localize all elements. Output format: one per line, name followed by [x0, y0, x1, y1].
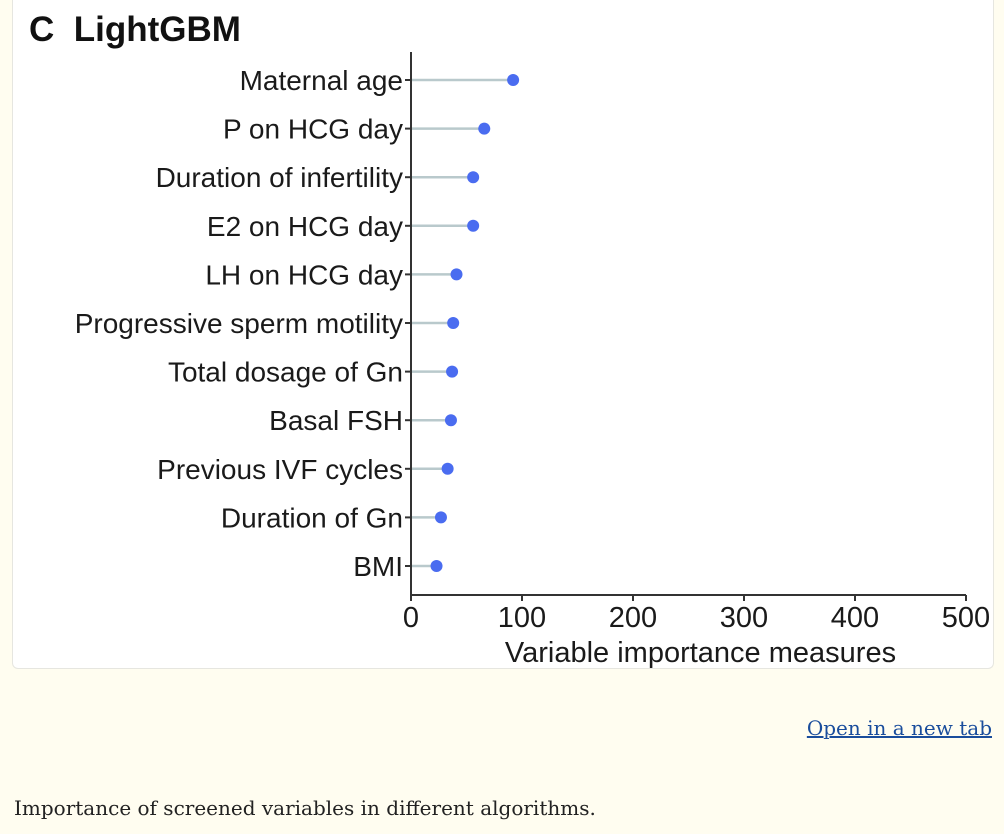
- lollipop-point: [446, 365, 459, 378]
- figure-card: C LightGBM 0 100 200 300 400 500 Variable impo…: [12, 0, 994, 669]
- category-label: Basal FSH: [269, 405, 403, 436]
- lollipop-point: [450, 268, 463, 281]
- lollipop-point: [434, 511, 447, 524]
- x-tick-label: 300: [720, 602, 768, 634]
- lollipop-point: [444, 414, 457, 427]
- x-tick-label: 100: [498, 602, 546, 634]
- category-label: Total dosage of Gn: [168, 357, 403, 388]
- category-label: BMI: [353, 551, 403, 582]
- category-label: P on HCG day: [223, 114, 403, 145]
- lollipop-point: [467, 219, 480, 232]
- lollipop-point: [507, 74, 520, 86]
- x-tick-label: 0: [403, 602, 419, 634]
- lollipop-point: [467, 171, 480, 184]
- x-axis-title: Variable importance measures: [505, 637, 896, 668]
- open-in-new-tab-link[interactable]: Open in a new tab: [806, 716, 992, 740]
- figure-caption: Importance of screened variables in diff…: [14, 796, 596, 820]
- category-label: Maternal age: [240, 65, 403, 96]
- category-label: Duration of Gn: [221, 502, 403, 533]
- x-tick-label: 500: [942, 602, 990, 634]
- lollipop-point: [441, 462, 454, 475]
- category-label: LH on HCG day: [205, 259, 403, 290]
- lollipop-point: [447, 317, 460, 329]
- category-label: Duration of infertility: [156, 162, 403, 193]
- category-label: E2 on HCG day: [207, 211, 403, 242]
- x-tick-label: 200: [609, 602, 657, 634]
- lollipop-point: [478, 122, 491, 135]
- category-label: Progressive sperm motility: [75, 308, 403, 339]
- category-label: Previous IVF cycles: [157, 454, 403, 485]
- panel-title: C LightGBM: [29, 10, 241, 49]
- lollipop-chart: 0 100 200 300 400 500 Variable importance meas…: [75, 52, 990, 668]
- x-tick-label: 400: [831, 602, 879, 634]
- lollipop-point: [430, 560, 443, 572]
